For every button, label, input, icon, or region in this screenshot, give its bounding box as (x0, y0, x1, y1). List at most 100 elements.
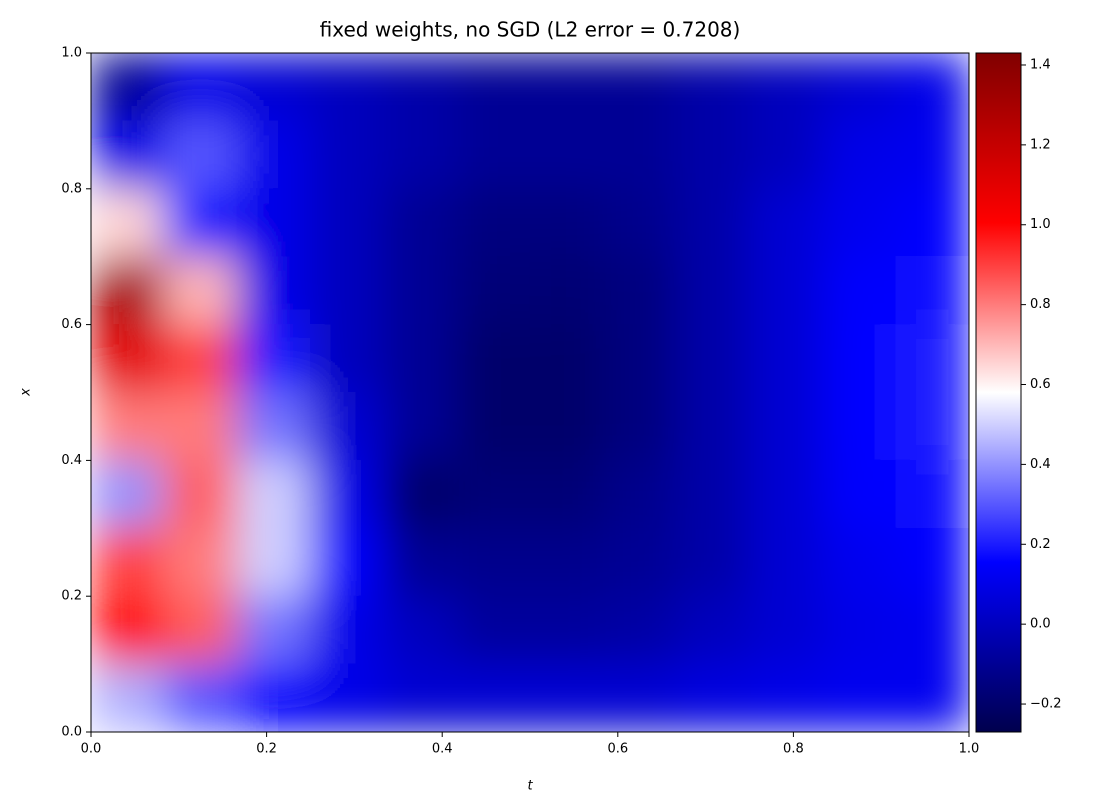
heat-cell (822, 527, 897, 597)
heat-cell (310, 663, 385, 732)
heat-cell (310, 392, 385, 461)
heat-cell (529, 663, 604, 732)
heat-cell (602, 595, 677, 665)
heat-cell (822, 392, 897, 461)
heat-cell (749, 459, 824, 529)
heat-cell (822, 256, 897, 326)
heat-cell (602, 392, 677, 461)
heat-cell (456, 188, 531, 258)
heat-cell (822, 459, 897, 529)
heat-cell (456, 120, 531, 190)
heat-cell (236, 324, 311, 393)
heat-cell (310, 120, 385, 190)
heat-cell (895, 324, 969, 393)
heat-cell (602, 53, 677, 122)
heat-cell (529, 53, 604, 122)
colorbar-tick-label: 0.2 (1030, 537, 1051, 552)
heat-cell (675, 53, 750, 122)
heat-cell (163, 459, 238, 529)
heat-cell (91, 459, 165, 529)
heat-cell (749, 120, 824, 190)
heat-cell (749, 392, 824, 461)
heat-cell (91, 120, 165, 190)
heat-cell (529, 392, 604, 461)
colorbar-tick-label: 0.6 (1030, 377, 1051, 392)
heat-cell (383, 120, 458, 190)
heat-cell (310, 527, 385, 597)
heat-cell (456, 53, 531, 122)
heat-cell (602, 188, 677, 258)
y-tick-label: 0.4 (61, 453, 82, 468)
heat-cell (236, 120, 311, 190)
heat-cell (822, 595, 897, 665)
heat-cell (91, 527, 165, 597)
colorbar-tick-label: 0.8 (1030, 297, 1051, 312)
heat-cell (675, 663, 750, 732)
x-axis-label: t (527, 779, 533, 794)
heat-cell (675, 459, 750, 529)
heat-cell (456, 324, 531, 393)
heat-cell (310, 188, 385, 258)
heat-cell (602, 459, 677, 529)
heat-cell (456, 392, 531, 461)
heat-cell (310, 595, 385, 665)
heat-cell (822, 53, 897, 122)
heat-cell (163, 595, 238, 665)
heat-cell (456, 595, 531, 665)
colorbar (975, 52, 1022, 733)
heat-cell (236, 392, 311, 461)
plot-area (91, 53, 969, 732)
heat-cell (895, 120, 969, 190)
x-tick-label: 0.0 (81, 742, 102, 757)
heat-cell (236, 188, 311, 258)
heat-cell (236, 527, 311, 597)
heat-cell (91, 595, 165, 665)
x-tick-label: 1.0 (959, 742, 980, 757)
heat-cell (236, 256, 311, 326)
heat-cell (310, 53, 385, 122)
heat-cell (163, 53, 238, 122)
heat-cell (91, 324, 165, 393)
chart-title: fixed weights, no SGD (L2 error = 0.7208… (320, 18, 741, 42)
colorbar-tick-label: −0.2 (1030, 697, 1062, 712)
heat-cell (529, 120, 604, 190)
heat-cell (675, 120, 750, 190)
heat-cell (895, 188, 969, 258)
heat-cell (383, 527, 458, 597)
plot-frame (90, 52, 970, 733)
heat-cell (895, 392, 969, 461)
heat-cell (895, 663, 969, 732)
heat-cell (822, 663, 897, 732)
heat-cell (675, 188, 750, 258)
heat-cell (163, 188, 238, 258)
heat-cell (91, 188, 165, 258)
heat-cell (749, 256, 824, 326)
colorbar-tick-label: 1.0 (1030, 217, 1051, 232)
heat-cell (91, 663, 165, 732)
heat-cell (163, 663, 238, 732)
heat-cell (529, 527, 604, 597)
heat-cell (749, 663, 824, 732)
colorbar-tick-label: 1.2 (1030, 137, 1051, 152)
heat-cell (163, 392, 238, 461)
heat-cell (383, 256, 458, 326)
heat-cell (529, 324, 604, 393)
y-tick-label: 0.6 (61, 317, 82, 332)
heat-cell (163, 120, 238, 190)
heat-cell (383, 459, 458, 529)
colorbar-tick-label: 0.4 (1030, 457, 1051, 472)
heat-cell (675, 256, 750, 326)
heat-cell (822, 188, 897, 258)
heat-cell (895, 527, 969, 597)
heat-cell (456, 256, 531, 326)
heat-cell (383, 392, 458, 461)
y-tick-label: 0.0 (61, 725, 82, 740)
heat-cell (91, 53, 165, 122)
heat-cell (529, 595, 604, 665)
heat-cell (383, 663, 458, 732)
heat-cell (310, 324, 385, 393)
heat-cell (602, 663, 677, 732)
x-tick-label: 0.4 (432, 742, 453, 757)
x-tick-label: 0.8 (783, 742, 804, 757)
